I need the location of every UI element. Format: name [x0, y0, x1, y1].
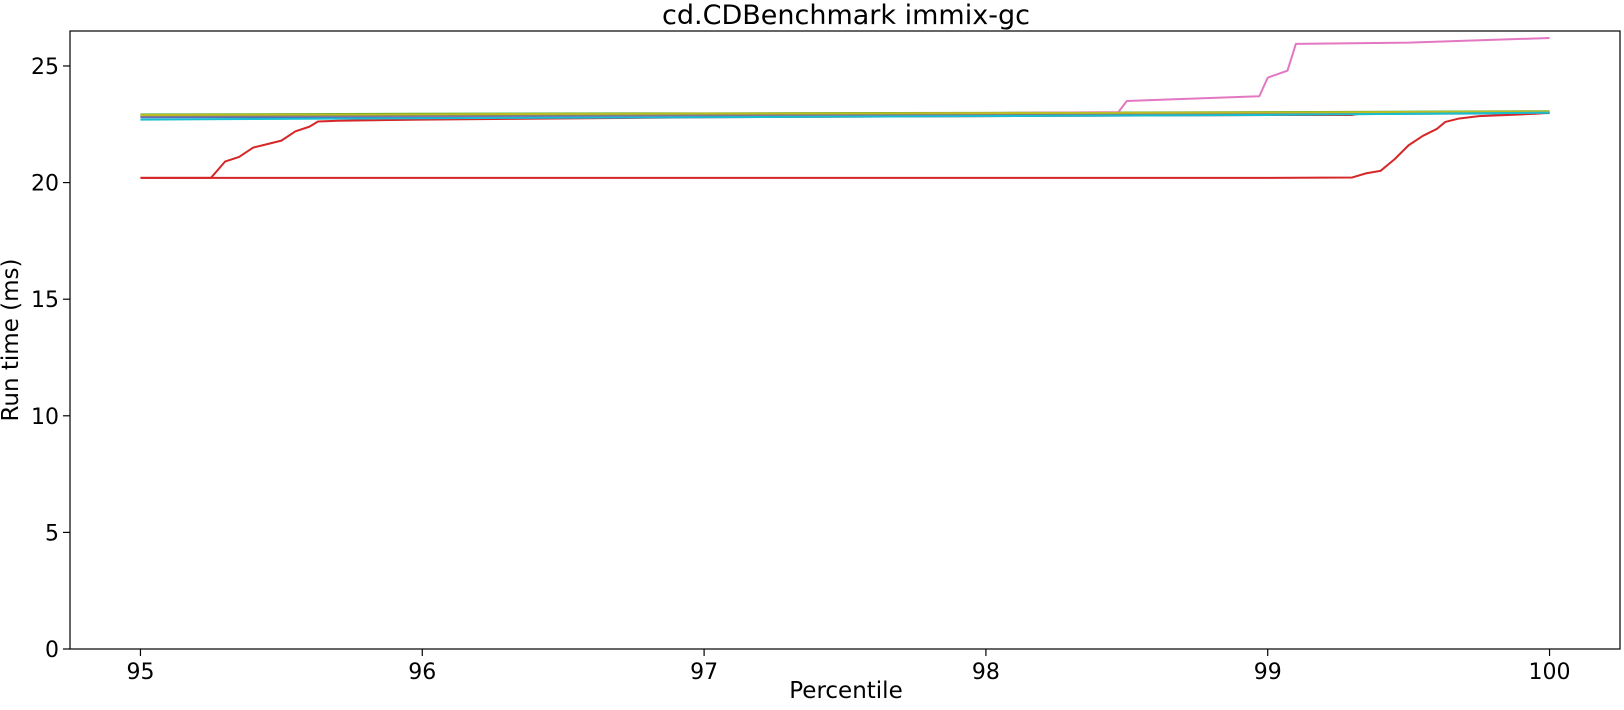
x-tick-label: 96	[408, 660, 436, 685]
chart-title: cd.CDBenchmark immix-gc	[662, 0, 1030, 31]
y-tick-label: 20	[31, 172, 59, 197]
series-layer	[140, 37, 1550, 179]
x-axis: 95 96 97 98 99 100	[126, 649, 1571, 685]
x-tick-label: 99	[1254, 660, 1282, 685]
x-axis-title: Percentile	[789, 678, 902, 704]
x-tick-label: 98	[972, 660, 1000, 685]
plot-frame	[69, 30, 1621, 650]
y-axis: 0 5 10 15 20 25	[31, 55, 70, 663]
x-tick-label: 97	[690, 660, 718, 685]
x-tick-label: 100	[1529, 660, 1571, 685]
series-line-9	[140, 110, 1550, 116]
y-tick-label: 0	[45, 638, 59, 663]
plot-area	[70, 31, 1620, 649]
x-tick-label: 95	[126, 660, 154, 685]
y-tick-label: 25	[31, 55, 59, 80]
y-tick-label: 10	[31, 405, 59, 430]
series-line-10	[140, 111, 1550, 121]
series-line-5	[140, 111, 1550, 179]
y-axis-title: Run time (ms)	[0, 258, 24, 421]
y-tick-label: 5	[45, 521, 59, 546]
y-tick-label: 15	[31, 288, 59, 313]
